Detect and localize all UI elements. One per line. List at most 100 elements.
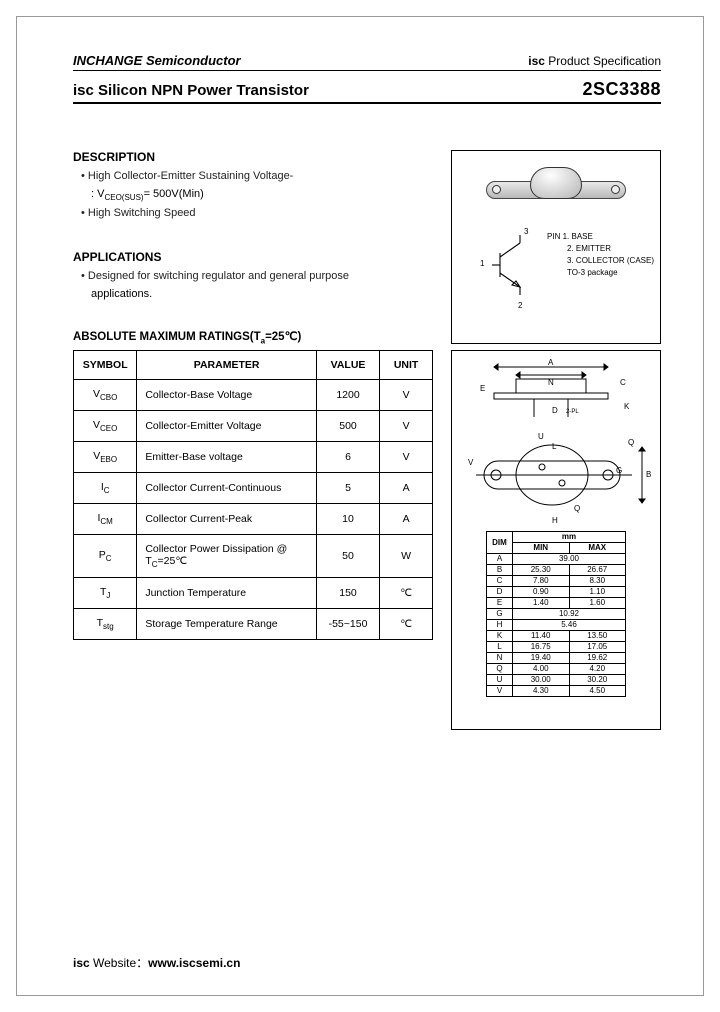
ratings-value: 5 xyxy=(316,472,379,503)
part-number: 2SC3388 xyxy=(582,79,661,100)
dim-row: L16.7517.05 xyxy=(487,642,626,653)
company-name: INCHANGE Semiconductor xyxy=(73,53,241,68)
ratings-unit: ℃ xyxy=(380,578,433,609)
dim-head-max: MAX xyxy=(569,543,626,554)
dim-head-min: MIN xyxy=(513,543,570,554)
to3-hole-left xyxy=(492,185,501,194)
dim-max: 30.20 xyxy=(569,675,626,686)
dim-max: 4.20 xyxy=(569,664,626,675)
ratings-symbol: VEBO xyxy=(74,441,137,472)
lbl-G: G xyxy=(616,466,622,475)
lbl-V: V xyxy=(468,458,474,467)
ratings-unit: W xyxy=(380,535,433,578)
dim-head-unit: mm xyxy=(513,532,626,543)
dim-span: 39.00 xyxy=(513,554,626,565)
dim-letter: E xyxy=(487,598,513,609)
outline-drawing: A N E C K D 2-PL V U L G B Q xyxy=(456,355,656,525)
dim-row: C7.808.30 xyxy=(487,576,626,587)
ratings-title: ABSOLUTE MAXIMUM RATINGS(Ta=25℃) xyxy=(73,329,439,345)
lbl-Q2: Q xyxy=(574,504,580,513)
ratings-unit: V xyxy=(380,379,433,410)
header-top: INCHANGE Semiconductor isc Product Speci… xyxy=(73,53,661,68)
to3-cap xyxy=(530,167,582,199)
dim-max: 13.50 xyxy=(569,631,626,642)
dim-min: 0.90 xyxy=(513,587,570,598)
pin-labels: PIN 1. BASE 2. EMITTER 3. COLLECTOR (CAS… xyxy=(547,231,654,279)
dim-letter: Q xyxy=(487,664,513,675)
ratings-param: Collector Current-Peak xyxy=(137,504,317,535)
dim-min: 4.30 xyxy=(513,686,570,697)
dim-min: 11.40 xyxy=(513,631,570,642)
page: INCHANGE Semiconductor isc Product Speci… xyxy=(16,16,704,996)
ratings-row: TstgStorage Temperature Range-55~150℃ xyxy=(74,609,433,640)
npn-symbol xyxy=(492,235,536,295)
dim-letter: G xyxy=(487,609,513,620)
ratings-symbol: VCEO xyxy=(74,410,137,441)
dim-row: N19.4019.62 xyxy=(487,653,626,664)
ratings-row: VCBOCollector-Base Voltage1200V xyxy=(74,379,433,410)
ratings-value: 150 xyxy=(316,578,379,609)
spec-label: isc Product Specification xyxy=(528,54,661,68)
figure-outline: A N E C K D 2-PL V U L G B Q xyxy=(451,350,661,730)
ratings-table: SYMBOL PARAMETER VALUE UNIT VCBOCollecto… xyxy=(73,350,433,641)
ratings-unit: V xyxy=(380,441,433,472)
dim-letter: H xyxy=(487,620,513,631)
ratings-param: Collector-Base Voltage xyxy=(137,379,317,410)
ratings-param: Collector-Emitter Voltage xyxy=(137,410,317,441)
ratings-value: 50 xyxy=(316,535,379,578)
dim-letter: V xyxy=(487,686,513,697)
dim-letter: N xyxy=(487,653,513,664)
dim-min: 7.80 xyxy=(513,576,570,587)
footer-pre: isc xyxy=(73,956,93,970)
lbl-L: L xyxy=(552,442,557,451)
dim-row: V4.304.50 xyxy=(487,686,626,697)
head-value: VALUE xyxy=(316,350,379,379)
footer-url: www.iscsemi.cn xyxy=(148,956,240,970)
desc-line1: High Collector-Emitter Sustaining Voltag… xyxy=(81,168,439,186)
ratings-unit: ℃ xyxy=(380,609,433,640)
dim-letter: L xyxy=(487,642,513,653)
dim-max: 26.67 xyxy=(569,565,626,576)
rule-top xyxy=(73,70,661,71)
to3-photo xyxy=(486,167,626,213)
description-list: High Collector-Emitter Sustaining Voltag… xyxy=(73,168,439,222)
rule-title xyxy=(73,102,661,104)
dim-row: A39.00 xyxy=(487,554,626,565)
pin-2: 2 xyxy=(518,301,522,310)
dim-letter: K xyxy=(487,631,513,642)
dim-row: H5.46 xyxy=(487,620,626,631)
ratings-value: -55~150 xyxy=(316,609,379,640)
lbl-N: N xyxy=(548,378,554,387)
dim-row: U30.0030.20 xyxy=(487,675,626,686)
lbl-2PL: 2-PL xyxy=(566,409,579,415)
footer-label: Website： xyxy=(93,956,148,970)
lbl-C: C xyxy=(620,378,626,387)
lbl-A: A xyxy=(548,358,554,367)
dim-letter: D xyxy=(487,587,513,598)
header-title-row: isc Silicon NPN Power Transistor 2SC3388 xyxy=(73,79,661,100)
lbl-B: B xyxy=(646,470,651,479)
ratings-symbol: Tstg xyxy=(74,609,137,640)
ratings-unit: A xyxy=(380,472,433,503)
ratings-symbol: IC xyxy=(74,472,137,503)
product-title: isc Silicon NPN Power Transistor xyxy=(73,82,309,99)
dim-head-dim: DIM xyxy=(487,532,513,554)
ratings-unit: V xyxy=(380,410,433,441)
dim-max: 19.62 xyxy=(569,653,626,664)
ratings-param: Emitter-Base voltage xyxy=(137,441,317,472)
ratings-symbol: PC xyxy=(74,535,137,578)
pin-3: 3 xyxy=(524,227,528,236)
ratings-row: ICCollector Current-Continuous5A xyxy=(74,472,433,503)
dim-min: 25.30 xyxy=(513,565,570,576)
lbl-H: H xyxy=(552,516,558,525)
dim-span: 5.46 xyxy=(513,620,626,631)
lbl-U: U xyxy=(538,432,544,441)
dim-min: 19.40 xyxy=(513,653,570,664)
ratings-head-row: SYMBOL PARAMETER VALUE UNIT xyxy=(74,350,433,379)
dim-letter: C xyxy=(487,576,513,587)
app-line1: Designed for switching regulator and gen… xyxy=(81,268,439,286)
head-unit: UNIT xyxy=(380,350,433,379)
main-columns: DESCRIPTION High Collector-Emitter Susta… xyxy=(73,150,661,730)
dim-max: 8.30 xyxy=(569,576,626,587)
lbl-D: D xyxy=(552,406,558,415)
